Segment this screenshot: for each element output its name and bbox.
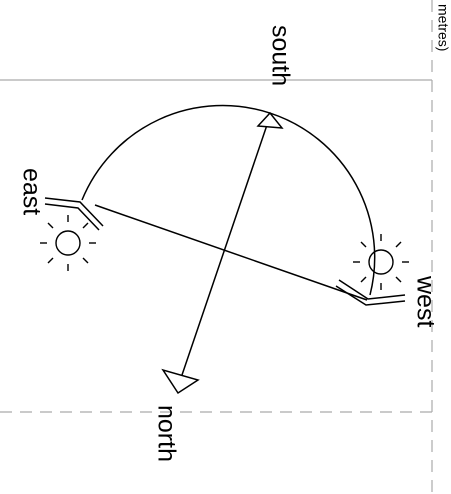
arrow-head: [163, 370, 198, 393]
south-label: south: [266, 25, 294, 86]
arrow-head: [258, 113, 282, 128]
east-west-line: [95, 205, 367, 300]
sun-icon: [353, 234, 409, 290]
scale-note: metres): [435, 4, 451, 51]
north-south-line: [182, 122, 268, 375]
east-label: east: [17, 168, 45, 215]
sun-icon: [40, 215, 96, 271]
sun-arc: [82, 106, 375, 295]
north-label: north: [152, 405, 180, 462]
sun-path-diagram: south east west north metres): [0, 0, 451, 494]
west-label: west: [411, 275, 439, 327]
east-marker: [45, 198, 103, 230]
